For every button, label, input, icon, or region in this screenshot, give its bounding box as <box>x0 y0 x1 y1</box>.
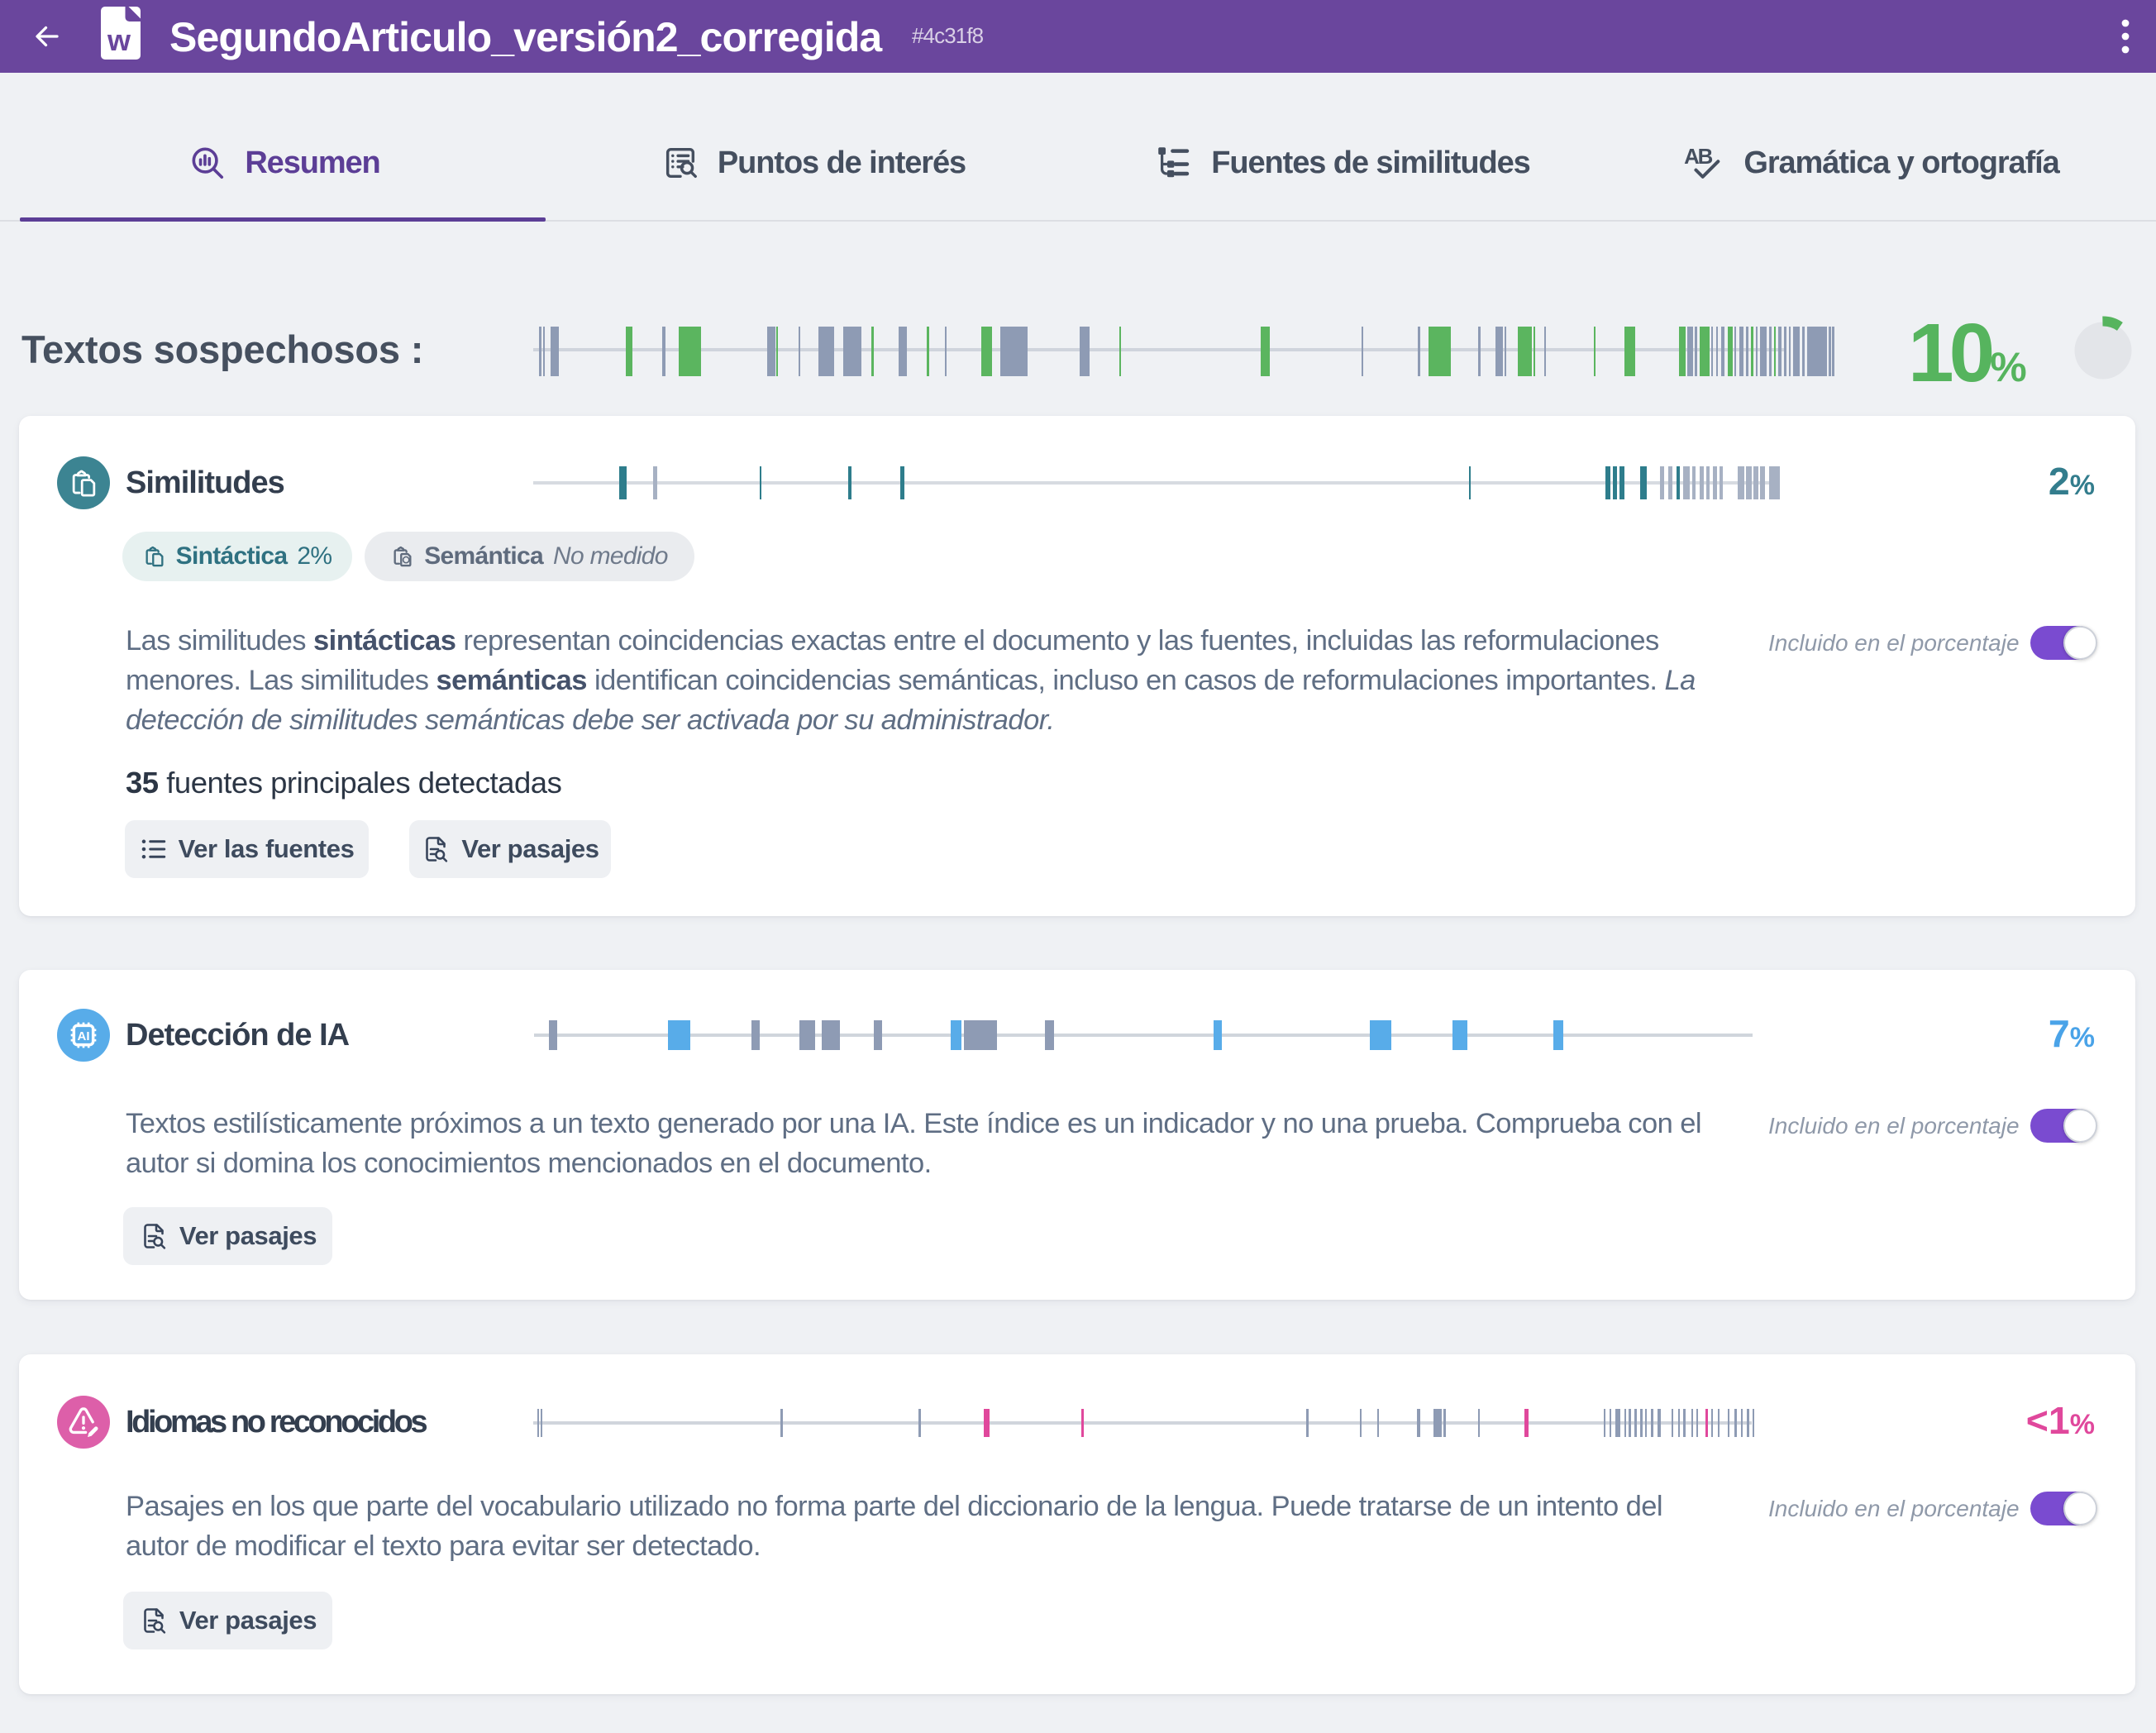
svg-text:AI: AI <box>78 1029 90 1043</box>
svg-text:AB: AB <box>1684 146 1713 169</box>
svg-text:w: w <box>107 23 131 57</box>
